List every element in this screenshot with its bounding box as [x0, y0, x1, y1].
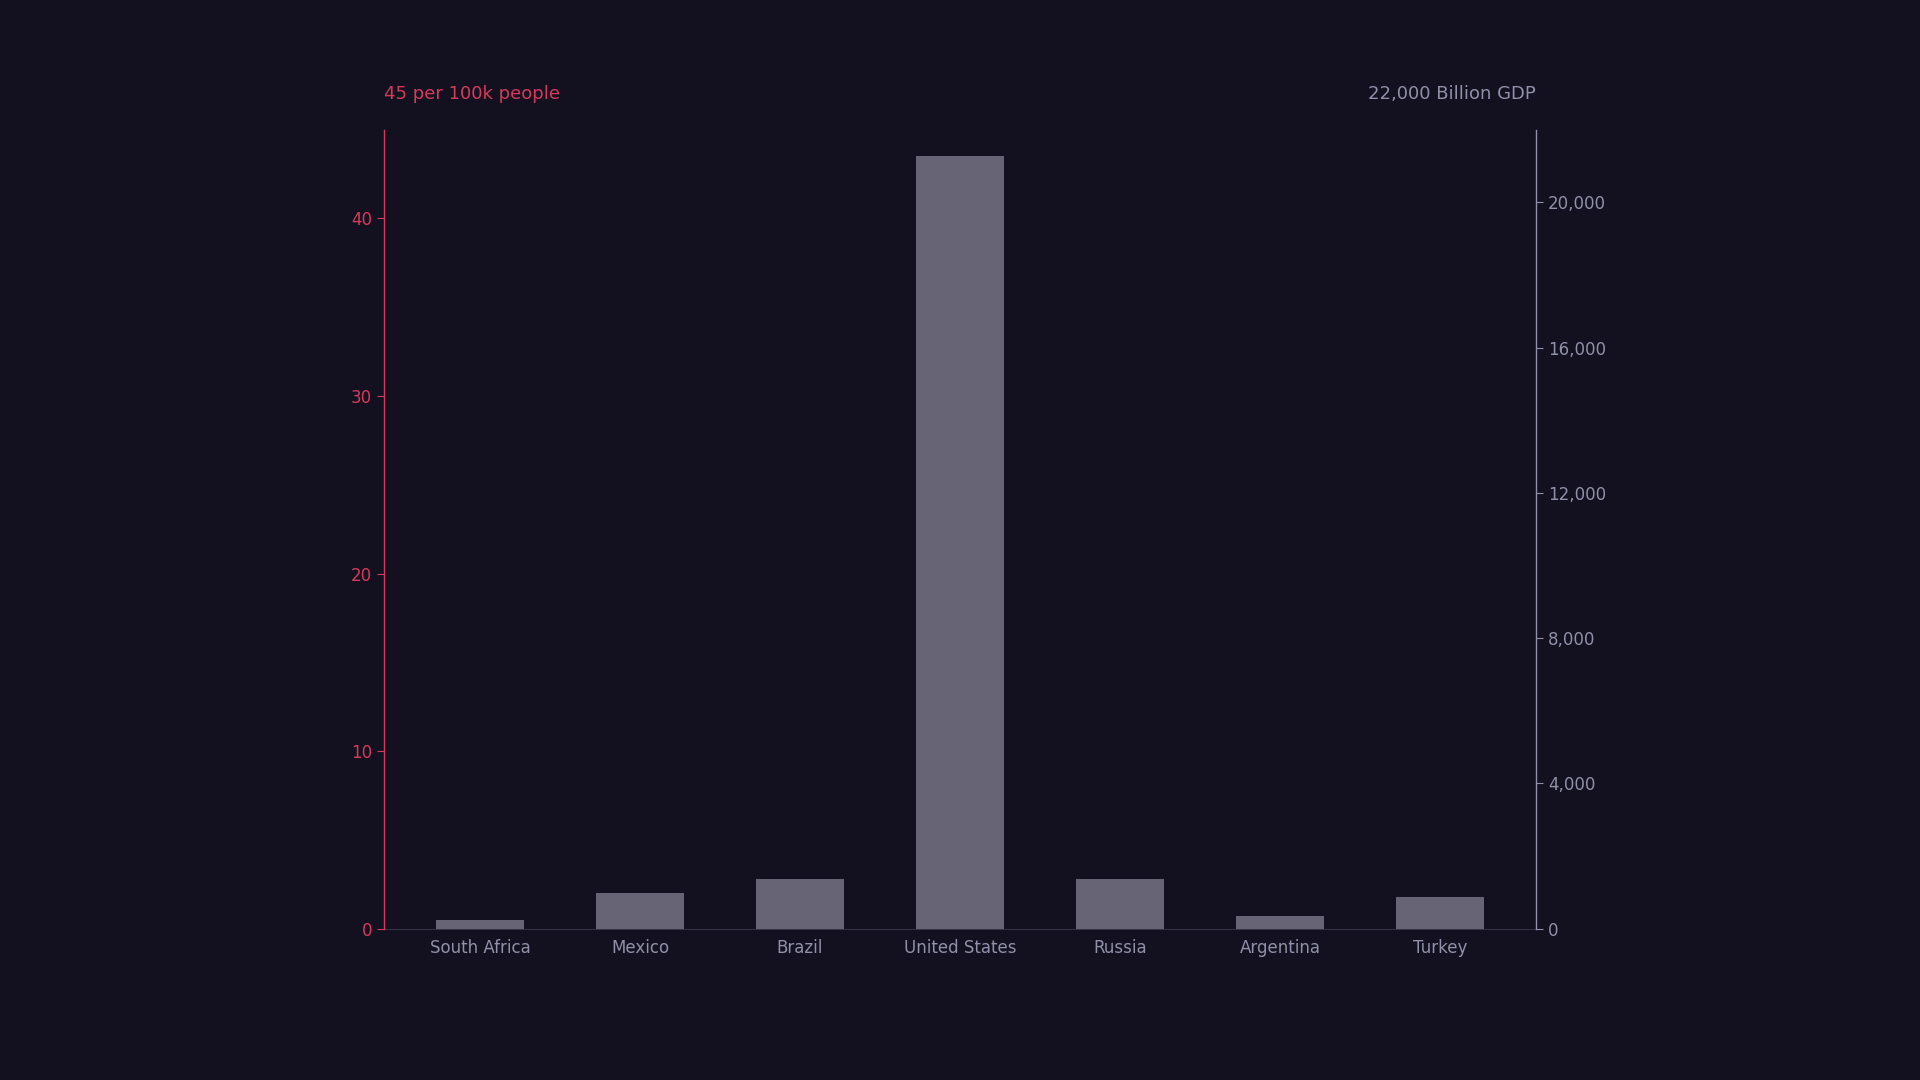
- Text: 22,000 Billion GDP: 22,000 Billion GDP: [1369, 84, 1536, 103]
- Bar: [1396, 896, 1484, 929]
- Bar: [1075, 879, 1164, 929]
- Bar: [756, 879, 845, 929]
- Text: 45 per 100k people: 45 per 100k people: [384, 84, 561, 103]
- Bar: [595, 893, 684, 929]
- Bar: [916, 157, 1004, 929]
- Bar: [436, 920, 524, 929]
- Bar: [1236, 916, 1325, 929]
